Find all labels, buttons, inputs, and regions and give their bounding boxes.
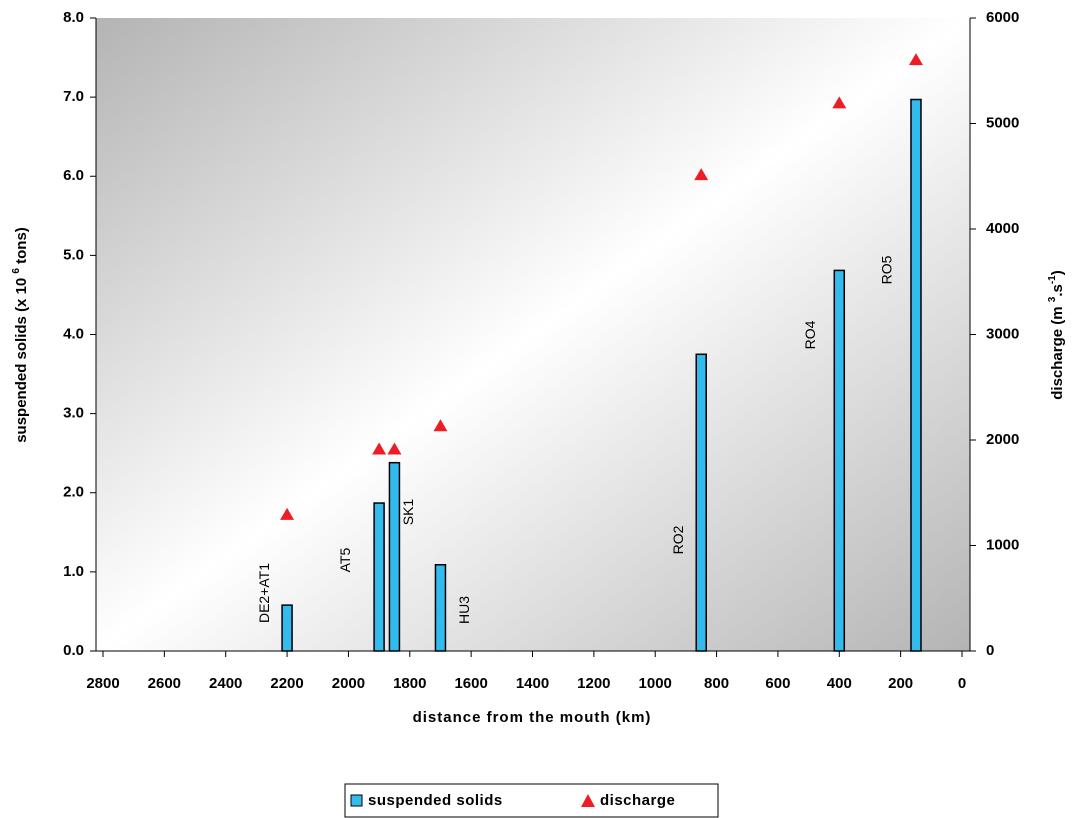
y2-tick-label: 3000 <box>986 325 1019 342</box>
y-tick-label: 4.0 <box>63 325 84 342</box>
triangle-marker <box>908 53 923 66</box>
y2-tick-label: 2000 <box>986 431 1019 448</box>
y-tick-label: 1.0 <box>63 563 84 580</box>
bar <box>833 269 846 652</box>
x-tick-label: 2200 <box>270 675 303 692</box>
bar <box>434 564 447 652</box>
label-part: ) <box>1049 270 1066 275</box>
bar <box>388 461 401 652</box>
y2-tick-label: 4000 <box>986 220 1019 237</box>
superscript: -1 <box>1047 275 1058 284</box>
legend-swatch <box>350 794 363 807</box>
legend-label: discharge <box>600 792 675 809</box>
x-tick-label: 2800 <box>86 675 119 692</box>
y-tick-label: 8.0 <box>63 9 84 26</box>
y2-tick-label: 6000 <box>986 9 1019 26</box>
y-axis-title: suspended solids (x 10 6 tons) <box>11 227 30 443</box>
y-tick-label: 2.0 <box>63 484 84 501</box>
station-label: SK1 <box>400 499 416 526</box>
x-tick-label: 1000 <box>639 675 672 692</box>
y2-tick-label: 0 <box>986 642 994 659</box>
superscript: 3 <box>1047 296 1058 302</box>
triangle-marker <box>694 168 709 181</box>
x-tick-label: 1800 <box>393 675 426 692</box>
x-axis-title: distance from the mouth (km) <box>413 709 652 726</box>
x-tick-label: 2000 <box>332 675 365 692</box>
y2-axis-title: discharge (m 3.s-1) <box>1047 270 1066 400</box>
y-tick-label: 3.0 <box>63 405 84 422</box>
station-label: AT5 <box>337 547 353 572</box>
legend-box <box>344 783 719 818</box>
bar <box>910 98 922 652</box>
y2-tick-label: 5000 <box>986 114 1019 131</box>
y-tick-label: 0.0 <box>63 642 84 659</box>
y-tick-label: 5.0 <box>63 246 84 263</box>
x-tick-label: 2600 <box>148 675 181 692</box>
superscript: 6 <box>11 268 22 274</box>
legend-label: suspended solids <box>368 792 503 809</box>
triangle-marker <box>433 419 448 432</box>
x-tick-label: 1600 <box>454 675 487 692</box>
y2-tick-label: 1000 <box>986 536 1019 553</box>
x-tick-label: 800 <box>704 675 729 692</box>
x-tick-label: 0 <box>958 675 966 692</box>
y-tick-label: 7.0 <box>63 88 84 105</box>
legend-swatch <box>581 794 595 807</box>
triangle-marker <box>832 96 847 109</box>
triangle-marker <box>280 507 295 520</box>
bar <box>281 604 293 652</box>
station-label: HU3 <box>456 596 472 624</box>
label-part: suspended solids (x 10 <box>13 274 30 443</box>
x-tick-label: 200 <box>888 675 913 692</box>
label-part: .s <box>1049 284 1066 297</box>
station-label: DE2+AT1 <box>256 563 272 623</box>
plot-area <box>96 18 970 651</box>
station-label: RO2 <box>670 525 686 554</box>
x-tick-label: 1200 <box>577 675 610 692</box>
label-part: discharge (m <box>1049 302 1066 400</box>
x-tick-label: 1400 <box>516 675 549 692</box>
x-tick-label: 600 <box>765 675 790 692</box>
triangle-marker <box>387 442 402 455</box>
y-tick-label: 6.0 <box>63 167 84 184</box>
label-part: tons) <box>13 227 30 268</box>
bar <box>373 502 385 652</box>
station-label: RO5 <box>879 255 895 284</box>
station-label: RO4 <box>802 320 818 349</box>
x-tick-label: 2400 <box>209 675 242 692</box>
triangle-marker <box>372 442 387 455</box>
bar <box>695 353 707 652</box>
x-tick-label: 400 <box>827 675 852 692</box>
